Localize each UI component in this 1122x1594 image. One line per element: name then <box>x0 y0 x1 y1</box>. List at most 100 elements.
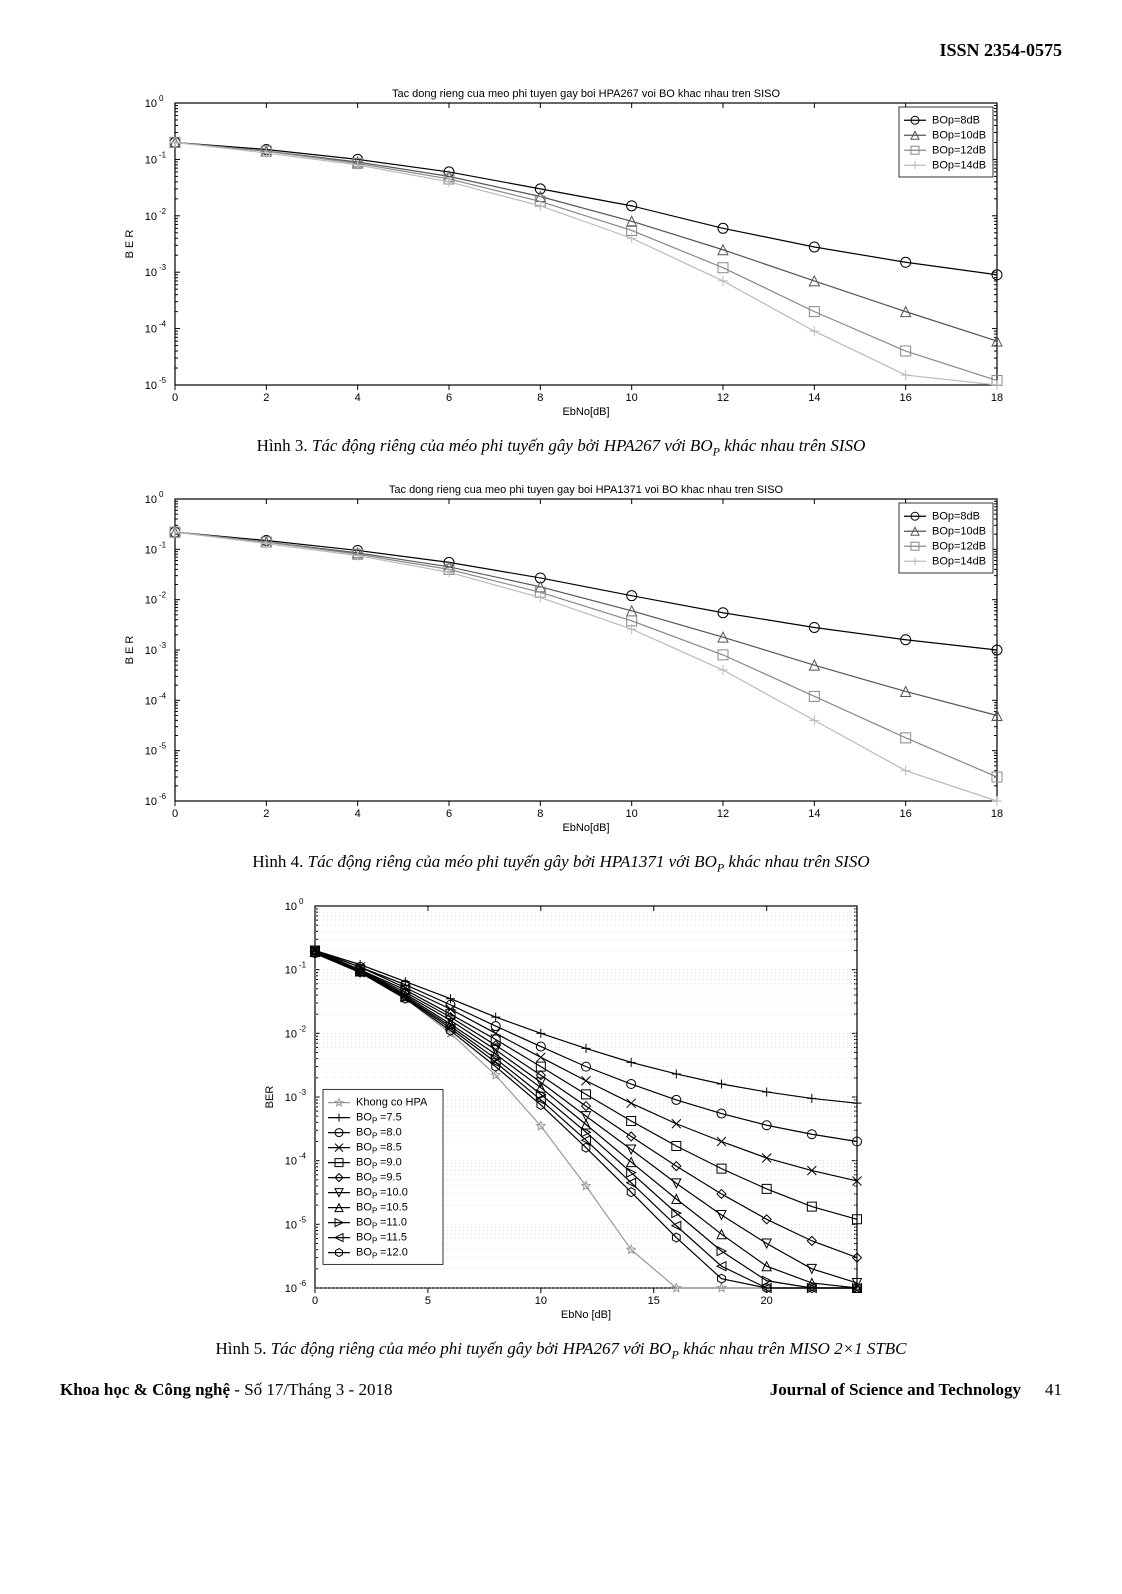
svg-text:=8.0: =8.0 <box>380 1126 402 1138</box>
svg-text:10: 10 <box>145 645 157 657</box>
caption-fig3: Hình 3. Tác động riêng của méo phi tuyến… <box>60 436 1062 459</box>
caption-text-a: Tác động riêng của méo phi tuyến gây bởi… <box>308 852 717 871</box>
chart-fig4: Tac dong rieng cua meo phi tuyen gay boi… <box>111 477 1011 837</box>
page-number: 41 <box>1045 1380 1062 1399</box>
svg-text:BO: BO <box>356 1201 372 1213</box>
svg-text:Tac dong rieng cua meo phi tuy: Tac dong rieng cua meo phi tuyen gay boi… <box>392 88 781 100</box>
svg-text:5: 5 <box>425 1295 431 1307</box>
svg-text:-5: -5 <box>159 742 167 751</box>
svg-text:10: 10 <box>145 380 157 392</box>
svg-text:-1: -1 <box>299 960 307 969</box>
svg-text:2: 2 <box>263 808 269 820</box>
svg-text:18: 18 <box>991 808 1003 820</box>
svg-text:P: P <box>372 1176 377 1185</box>
svg-text:=12.0: =12.0 <box>380 1246 408 1258</box>
svg-text:20: 20 <box>761 1295 773 1307</box>
svg-text:P: P <box>372 1221 377 1230</box>
svg-text:0: 0 <box>172 392 178 404</box>
svg-text:10: 10 <box>145 494 157 506</box>
svg-text:BOp=8dB: BOp=8dB <box>932 511 980 523</box>
svg-text:10: 10 <box>145 267 157 279</box>
svg-text:EbNo[dB]: EbNo[dB] <box>562 406 609 418</box>
footer-left-bold: Khoa học & Công nghệ <box>60 1380 230 1399</box>
svg-text:18: 18 <box>991 392 1003 404</box>
svg-text:10: 10 <box>285 1028 297 1040</box>
svg-text:-2: -2 <box>299 1024 307 1033</box>
caption-lead: Hình 4. <box>252 852 307 871</box>
svg-text:BO: BO <box>356 1111 372 1123</box>
svg-text:Tac dong rieng cua meo phi tuy: Tac dong rieng cua meo phi tuyen gay boi… <box>389 484 784 496</box>
svg-text:0: 0 <box>299 897 304 906</box>
svg-text:BOp=14dB: BOp=14dB <box>932 159 986 171</box>
svg-text:=9.0: =9.0 <box>380 1156 402 1168</box>
svg-text:=10.0: =10.0 <box>380 1186 408 1198</box>
svg-text:0: 0 <box>159 490 164 499</box>
svg-text:10: 10 <box>285 964 297 976</box>
svg-text:=11.0: =11.0 <box>380 1216 407 1228</box>
svg-text:P: P <box>372 1206 377 1215</box>
svg-text:BOp=12dB: BOp=12dB <box>932 144 986 156</box>
svg-text:P: P <box>372 1251 377 1260</box>
svg-text:-5: -5 <box>299 1215 307 1224</box>
svg-text:16: 16 <box>900 392 912 404</box>
svg-text:BOp=12dB: BOp=12dB <box>932 541 986 553</box>
svg-text:-3: -3 <box>159 641 167 650</box>
caption-fig4: Hình 4. Tác động riêng của méo phi tuyến… <box>60 852 1062 875</box>
chart-fig3: Tac dong rieng cua meo phi tuyen gay boi… <box>111 81 1011 421</box>
svg-text:-2: -2 <box>159 591 167 600</box>
caption-fig5: Hình 5. Tác động riêng của méo phi tuyến… <box>60 1339 1062 1362</box>
svg-text:10: 10 <box>145 324 157 336</box>
svg-text:10: 10 <box>285 1283 297 1295</box>
svg-text:2: 2 <box>263 392 269 404</box>
svg-text:-6: -6 <box>299 1279 307 1288</box>
svg-text:10: 10 <box>145 746 157 758</box>
svg-text:12: 12 <box>717 392 729 404</box>
svg-text:Khong co HPA: Khong co HPA <box>356 1096 428 1108</box>
page-footer: Khoa học & Công nghệ - Số 17/Tháng 3 - 2… <box>60 1380 1062 1400</box>
svg-text:-1: -1 <box>159 150 167 159</box>
caption-text-b: khác nhau trên SISO <box>720 436 865 455</box>
svg-text:=10.5: =10.5 <box>380 1201 408 1213</box>
svg-text:6: 6 <box>446 808 452 820</box>
svg-text:10: 10 <box>145 796 157 808</box>
svg-text:=7.5: =7.5 <box>380 1111 402 1123</box>
caption-text-b: khác nhau trên SISO <box>724 852 869 871</box>
svg-text:BOp=14dB: BOp=14dB <box>932 556 986 568</box>
svg-text:BO: BO <box>356 1156 372 1168</box>
issn-header: ISSN 2354-0575 <box>60 40 1062 61</box>
svg-text:P: P <box>372 1146 377 1155</box>
footer-right: Journal of Science and Technology 41 <box>770 1380 1062 1400</box>
figure-5: 05101520EbNo [dB]10-610-510-410-310-210-… <box>60 894 1062 1329</box>
svg-text:-1: -1 <box>159 541 167 550</box>
svg-text:0: 0 <box>312 1295 318 1307</box>
svg-text:10: 10 <box>145 98 157 110</box>
svg-text:BO: BO <box>356 1216 372 1228</box>
svg-text:10: 10 <box>145 545 157 557</box>
svg-text:0: 0 <box>172 808 178 820</box>
svg-text:-4: -4 <box>159 320 167 329</box>
svg-text:10: 10 <box>285 901 297 913</box>
svg-text:-4: -4 <box>299 1151 307 1160</box>
figure-3: Tac dong rieng cua meo phi tuyen gay boi… <box>60 81 1062 426</box>
svg-text:BOp=10dB: BOp=10dB <box>932 129 986 141</box>
svg-text:B E R: B E R <box>124 230 136 259</box>
chart-fig5: 05101520EbNo [dB]10-610-510-410-310-210-… <box>251 894 871 1324</box>
svg-text:EbNo [dB]: EbNo [dB] <box>561 1309 611 1321</box>
svg-text:6: 6 <box>446 392 452 404</box>
svg-text:14: 14 <box>808 392 820 404</box>
footer-right-bold: Journal of Science and Technology <box>770 1380 1021 1399</box>
caption-text-a: Tác động riêng của méo phi tuyến gây bởi… <box>312 436 713 455</box>
caption-lead: Hình 5. <box>215 1339 270 1358</box>
svg-text:-3: -3 <box>159 263 167 272</box>
svg-text:B E R: B E R <box>124 636 136 665</box>
svg-text:-4: -4 <box>159 692 167 701</box>
svg-text:BO: BO <box>356 1186 372 1198</box>
svg-text:BOp=8dB: BOp=8dB <box>932 114 980 126</box>
svg-text:=9.5: =9.5 <box>380 1171 402 1183</box>
svg-text:10: 10 <box>145 154 157 166</box>
svg-text:8: 8 <box>537 808 543 820</box>
svg-text:-5: -5 <box>159 376 167 385</box>
svg-text:-3: -3 <box>299 1088 307 1097</box>
caption-text-a: Tác động riêng của méo phi tuyến gây bởi… <box>271 1339 672 1358</box>
caption-lead: Hình 3. <box>257 436 312 455</box>
